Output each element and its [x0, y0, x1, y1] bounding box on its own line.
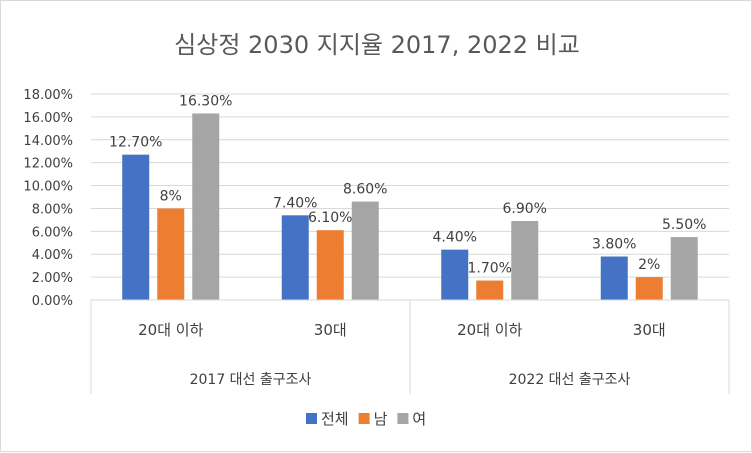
x-group-label: 2017 대선 출구조사 — [190, 372, 312, 388]
legend-swatch — [397, 413, 409, 424]
data-labels: 12.70% 7.40% 4.40% 3.80% 8% 6.10% 1.70% 2% 16.30… — [109, 93, 706, 276]
x-category-label: 20대 이하 — [138, 321, 203, 339]
legend-label: 여 — [412, 410, 426, 428]
chart-title: 심상정 2030 지지율 2017, 2022 비교 — [174, 31, 580, 59]
x-category-label: 30대 — [633, 321, 666, 339]
y-tick-label: 4.00% — [32, 248, 73, 263]
data-label: 4.40% — [433, 230, 477, 246]
x-category-label: 20대 이하 — [457, 321, 522, 339]
y-tick-label: 8.00% — [32, 202, 73, 217]
data-label: 8% — [160, 188, 182, 204]
bar-여-3 — [670, 237, 698, 300]
data-label: 8.60% — [343, 182, 387, 198]
data-label: 6.90% — [503, 201, 547, 217]
bar-전체-1 — [281, 215, 309, 300]
data-label: 1.70% — [468, 261, 512, 277]
legend-label: 남 — [374, 410, 388, 428]
bar-여-1 — [351, 201, 379, 300]
data-label: 16.30% — [179, 93, 232, 109]
y-tick-label: 18.00% — [23, 88, 73, 103]
legend-swatch — [306, 413, 317, 424]
data-label: 3.80% — [592, 237, 636, 253]
data-label: 12.70% — [109, 135, 162, 151]
y-tick-label: 16.00% — [23, 111, 73, 126]
legend: 전체 남 여 — [306, 410, 426, 428]
bar-남-3 — [635, 277, 663, 300]
data-label: 6.10% — [308, 210, 352, 226]
y-tick-label: 2.00% — [32, 271, 73, 286]
bar-남-2 — [476, 280, 504, 300]
bar-전체-3 — [600, 256, 628, 300]
y-tick-label: 12.00% — [23, 157, 73, 172]
y-axis-tick-labels: 0.00% 2.00% 4.00% 6.00% 8.00% 10.00% 12.00% 14.… — [23, 88, 73, 309]
x-axis: 20대 이하 30대 20대 이하 30대 2017 대선 출구조사 2022 대선 출구… — [90, 299, 730, 394]
legend-label: 전체 — [321, 410, 349, 428]
legend-swatch — [358, 413, 370, 424]
data-label: 5.50% — [662, 217, 706, 233]
y-tick-label: 0.00% — [32, 294, 73, 309]
bar-전체-2 — [441, 249, 469, 300]
y-tick-label: 10.00% — [23, 180, 73, 195]
x-group-label: 2022 대선 출구조사 — [509, 372, 631, 388]
bar-남-0 — [157, 208, 185, 300]
y-tick-label: 14.00% — [23, 134, 73, 149]
data-label: 7.40% — [273, 195, 317, 211]
bars — [122, 113, 698, 300]
bar-여-2 — [511, 221, 539, 300]
bar-여-0 — [192, 113, 220, 300]
data-label: 2% — [638, 257, 660, 273]
bar-남-1 — [316, 230, 344, 300]
bar-전체-0 — [122, 154, 150, 300]
x-category-label: 30대 — [314, 321, 347, 339]
y-tick-label: 6.00% — [32, 225, 73, 240]
